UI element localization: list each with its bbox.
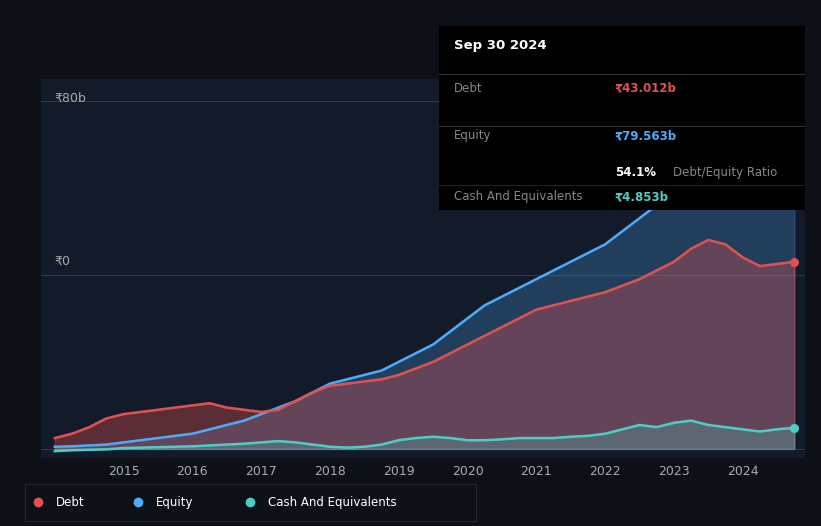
Text: Debt: Debt	[57, 496, 85, 509]
Point	[787, 98, 800, 107]
Text: Equity: Equity	[156, 496, 193, 509]
Text: Debt: Debt	[454, 82, 483, 95]
Text: ₹80b: ₹80b	[55, 92, 87, 105]
Text: Equity: Equity	[454, 129, 491, 143]
Text: ₹4.853b: ₹4.853b	[615, 190, 668, 203]
Text: Cash And Equivalents: Cash And Equivalents	[268, 496, 397, 509]
Text: ₹0: ₹0	[55, 255, 71, 268]
Text: ₹79.563b: ₹79.563b	[615, 129, 677, 143]
Text: 54.1%: 54.1%	[615, 166, 656, 179]
Text: Sep 30 2024: Sep 30 2024	[454, 39, 547, 52]
Text: Debt/Equity Ratio: Debt/Equity Ratio	[673, 166, 777, 179]
Text: ₹43.012b: ₹43.012b	[615, 82, 677, 95]
Point	[787, 423, 800, 432]
Text: Cash And Equivalents: Cash And Equivalents	[454, 190, 582, 203]
Point	[787, 257, 800, 266]
